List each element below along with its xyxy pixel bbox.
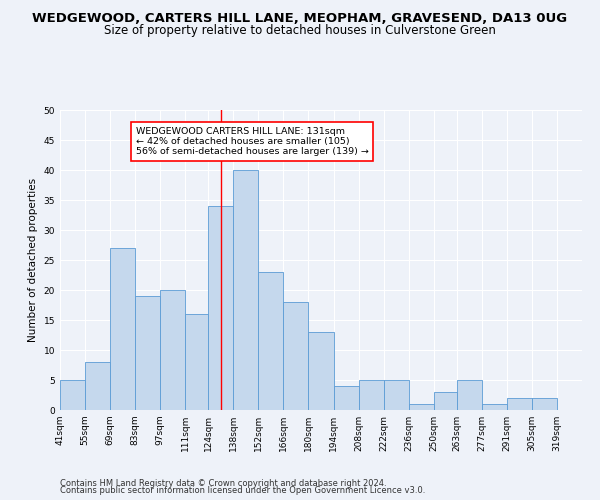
Y-axis label: Number of detached properties: Number of detached properties [28,178,38,342]
Bar [308,332,334,410]
Text: Size of property relative to detached houses in Culverstone Green: Size of property relative to detached ho… [104,24,496,37]
Bar [532,398,557,410]
Text: WEDGEWOOD CARTERS HILL LANE: 131sqm
← 42% of detached houses are smaller (105)
5: WEDGEWOOD CARTERS HILL LANE: 131sqm ← 42… [136,126,368,156]
Bar [359,380,383,410]
Bar [457,380,482,410]
Bar [60,380,85,410]
Text: Contains public sector information licensed under the Open Government Licence v3: Contains public sector information licen… [60,486,425,495]
Bar [434,392,457,410]
Bar [259,272,283,410]
Bar [85,362,110,410]
Bar [507,398,532,410]
Bar [110,248,135,410]
Bar [135,296,160,410]
Bar [383,380,409,410]
Bar [409,404,434,410]
Bar [208,206,233,410]
Bar [233,170,259,410]
Bar [160,290,185,410]
Bar [334,386,359,410]
Bar [283,302,308,410]
Bar [482,404,507,410]
Text: WEDGEWOOD, CARTERS HILL LANE, MEOPHAM, GRAVESEND, DA13 0UG: WEDGEWOOD, CARTERS HILL LANE, MEOPHAM, G… [32,12,568,26]
Bar [185,314,208,410]
Text: Contains HM Land Registry data © Crown copyright and database right 2024.: Contains HM Land Registry data © Crown c… [60,478,386,488]
